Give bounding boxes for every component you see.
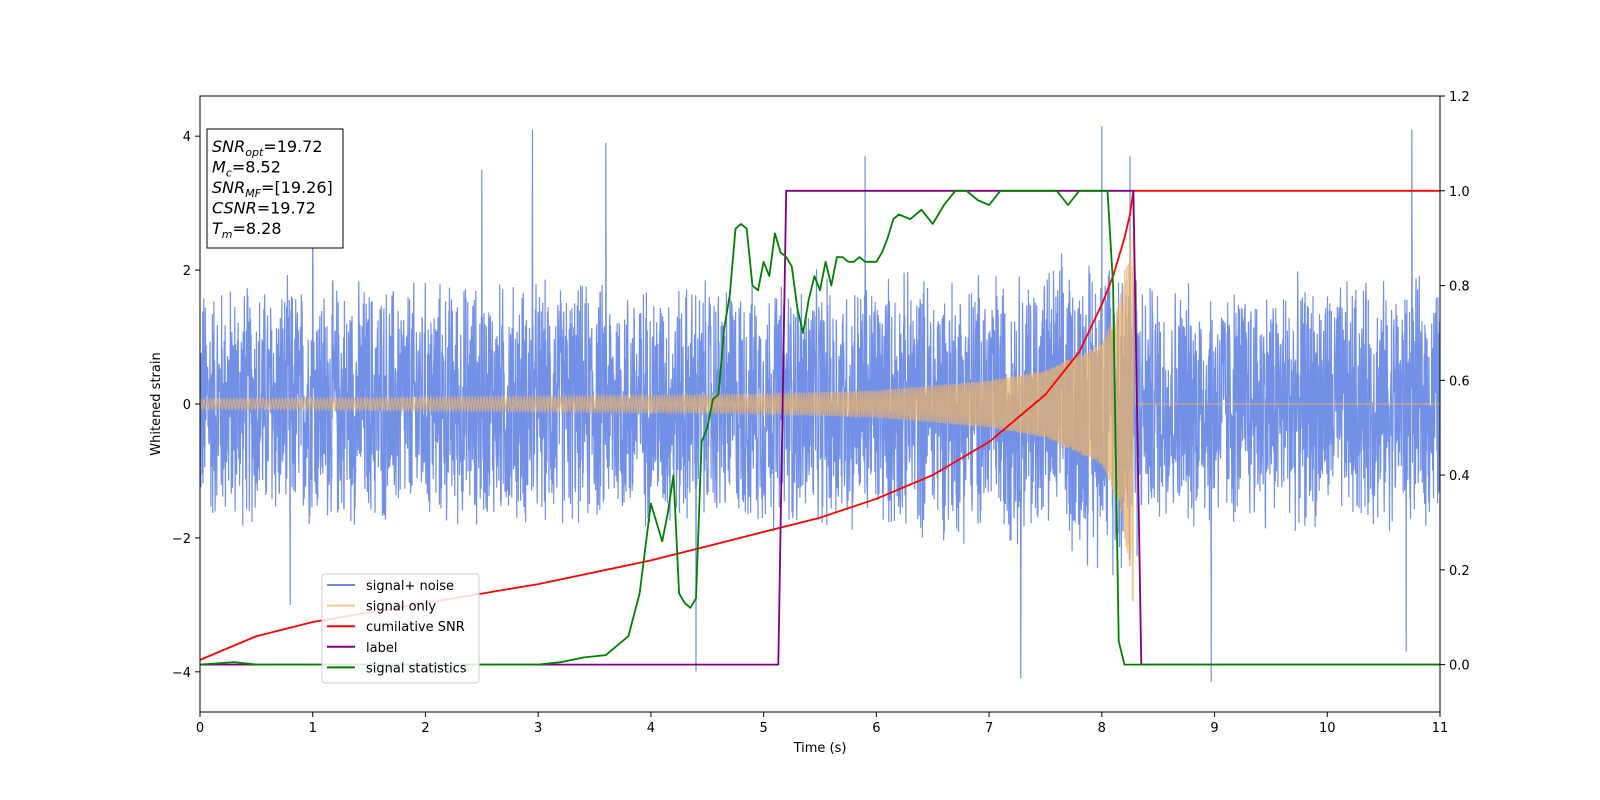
info-line: Mc=8.52 xyxy=(212,158,281,180)
info-box-frame xyxy=(206,128,344,249)
y2-tick-label: 1.2 xyxy=(1449,90,1470,105)
legend-item: signal only xyxy=(327,600,436,615)
x-tick-label: 0 xyxy=(196,721,204,736)
y2-tick-label: 0.8 xyxy=(1449,280,1470,295)
x-tick-label: 3 xyxy=(534,721,542,736)
legend-item: signal+ noise xyxy=(327,579,454,594)
y-tick-label: 0 xyxy=(183,398,191,413)
y2-tick-label: 1.0 xyxy=(1449,185,1470,200)
info-line: CSNR=19.72 xyxy=(212,199,316,218)
legend: signal+ noise signal only cumilative SNR la… xyxy=(321,573,480,684)
info-line: SNRopt=19.72 xyxy=(212,137,323,159)
y-tick-label: 2 xyxy=(183,264,191,279)
legend-item: cumilative SNR xyxy=(327,620,465,635)
y-tick-label: 4 xyxy=(183,130,191,145)
y-tick-label: −2 xyxy=(172,532,191,547)
x-axis-label: Time (s) xyxy=(793,741,847,756)
legend-label: signal statistics xyxy=(366,661,467,676)
x-tick-label: 6 xyxy=(872,721,880,736)
y-axis-label: Whitened strain xyxy=(149,352,164,455)
y2-tick-label: 0.2 xyxy=(1449,564,1470,579)
legend-item: signal statistics xyxy=(327,661,467,676)
legend-item: label xyxy=(327,641,397,656)
info-line: Tm=8.28 xyxy=(212,219,282,241)
series-signal-noise xyxy=(200,126,1440,682)
x-tick-label: 10 xyxy=(1319,721,1336,736)
x-tick-label: 5 xyxy=(759,721,767,736)
x-tick-label: 2 xyxy=(421,721,429,736)
x-tick-label: 8 xyxy=(1098,721,1106,736)
x-tick-label: 7 xyxy=(985,721,993,736)
legend-label: label xyxy=(366,641,397,656)
info-box: SNRopt=19.72Mc=8.52SNRMF=[19.26]CSNR=19.… xyxy=(206,128,344,249)
x-tick-label: 4 xyxy=(647,721,655,736)
x-tick-label: 1 xyxy=(309,721,317,736)
x-tick-label: 9 xyxy=(1210,721,1218,736)
x-tick-label: 11 xyxy=(1432,721,1449,736)
y2-tick-label: 0.0 xyxy=(1449,659,1470,674)
y2-tick-label: 0.6 xyxy=(1449,374,1470,389)
series-signal-only xyxy=(200,196,1440,602)
legend-label: signal+ noise xyxy=(366,579,454,594)
legend-label: cumilative SNR xyxy=(366,620,465,635)
y-tick-label: −4 xyxy=(172,666,191,681)
y2-tick-label: 0.4 xyxy=(1449,469,1470,484)
legend-label: signal only xyxy=(366,600,436,615)
legend-frame xyxy=(321,573,480,684)
info-line: SNRMF=[19.26] xyxy=(212,178,333,200)
series-signal-statistics xyxy=(200,189,1440,666)
axes: 0 1 2 3 4 5 6 7 8 9 10 11 −4 −2 0 2 4 0.0 0.2 0.4 0.6 0.8 1.0 1… xyxy=(172,90,1470,736)
